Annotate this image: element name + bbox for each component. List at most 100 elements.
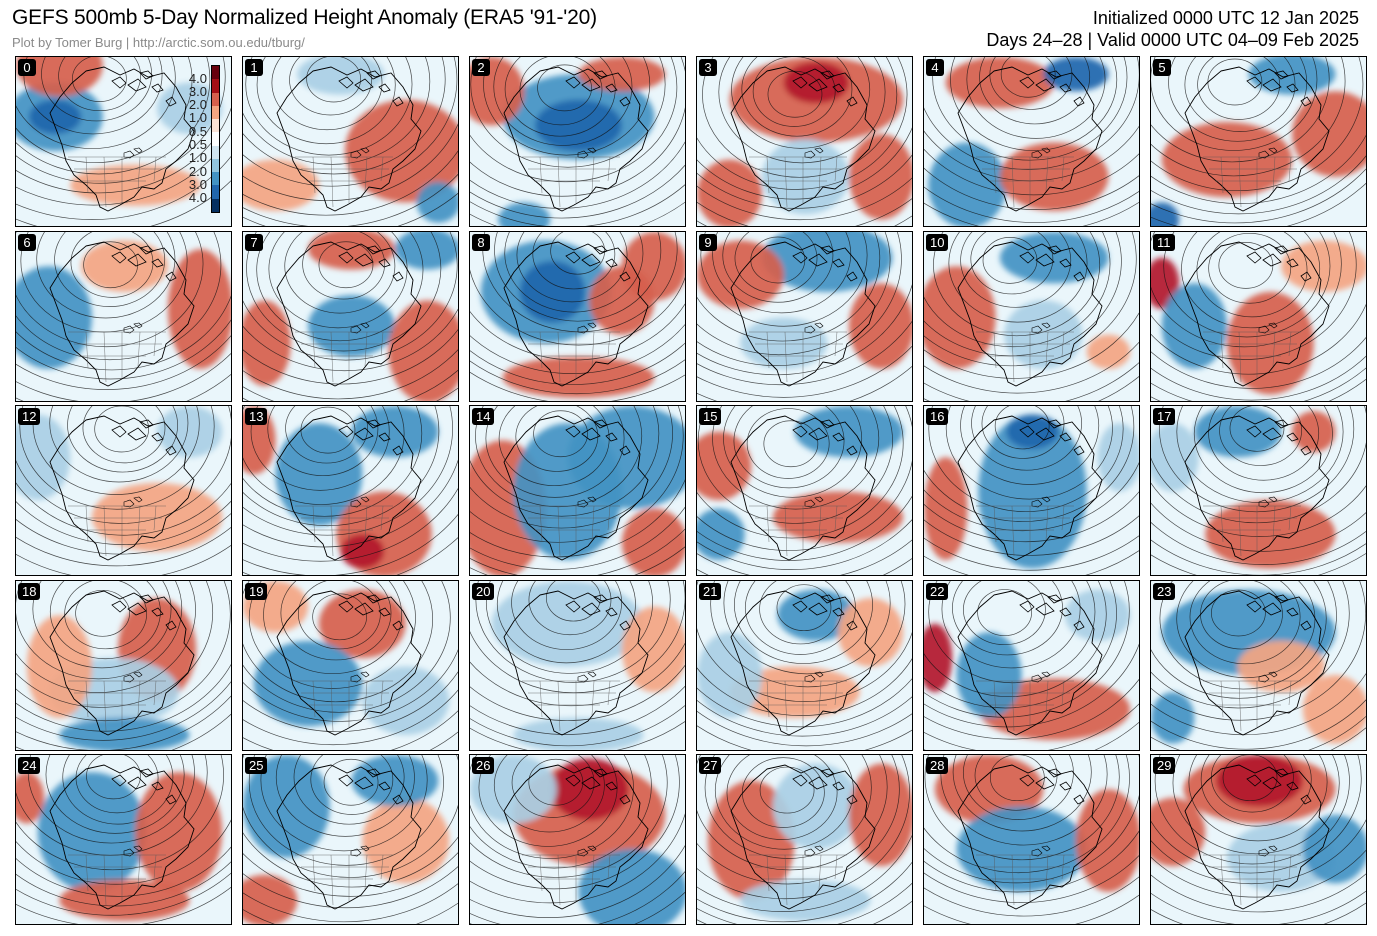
state-borders bbox=[295, 156, 393, 208]
coastline bbox=[503, 415, 649, 561]
height-contours bbox=[16, 231, 231, 401]
anomaly-region bbox=[697, 240, 784, 309]
state-borders bbox=[295, 680, 393, 731]
member-label: 15 bbox=[699, 408, 722, 425]
anomaly-map-11 bbox=[1151, 231, 1366, 401]
state-borders bbox=[68, 505, 166, 557]
colorbar-tick-label: 1.0 bbox=[188, 110, 207, 126]
member-label: 24 bbox=[18, 757, 41, 774]
member-label: 29 bbox=[1153, 757, 1176, 774]
anomaly-region bbox=[697, 159, 763, 226]
anomaly-map-13 bbox=[243, 406, 458, 575]
anomaly-region bbox=[578, 57, 666, 92]
anomaly-region bbox=[59, 717, 190, 750]
member-label: 10 bbox=[926, 233, 949, 251]
state-borders bbox=[522, 680, 620, 731]
anomaly-region bbox=[772, 763, 860, 850]
state-borders bbox=[976, 156, 1074, 208]
anomaly-map-21 bbox=[697, 580, 912, 750]
anomaly-map-1 bbox=[243, 57, 458, 226]
ensemble-member-panel-27: 27 bbox=[696, 754, 913, 925]
anomaly-region bbox=[1302, 814, 1366, 884]
height-contours bbox=[470, 231, 685, 401]
ensemble-member-panel-6: 6 bbox=[15, 230, 232, 402]
member-label: 4 bbox=[926, 59, 944, 76]
member-label: 7 bbox=[245, 233, 263, 251]
coastline bbox=[957, 66, 1103, 212]
ensemble-member-panel-5: 5 bbox=[1150, 56, 1367, 227]
ensemble-member-panel-24: 24 bbox=[15, 754, 232, 925]
anomaly-region bbox=[550, 758, 629, 820]
anomaly-region bbox=[498, 202, 551, 226]
height-contours bbox=[697, 755, 912, 924]
state-borders bbox=[1203, 331, 1301, 382]
state-borders bbox=[68, 680, 166, 731]
height-contours bbox=[243, 231, 458, 401]
anomaly-region bbox=[1161, 282, 1227, 369]
colorbar-tick-label: 1.0 bbox=[188, 150, 207, 166]
coastline bbox=[1184, 241, 1330, 387]
anomaly-map-19 bbox=[243, 580, 458, 750]
ensemble-member-panel-23: 23 bbox=[1150, 579, 1367, 751]
member-label: 13 bbox=[245, 408, 268, 425]
member-label: 11 bbox=[1153, 233, 1175, 251]
height-contours bbox=[243, 755, 458, 924]
anomaly-region bbox=[340, 534, 385, 569]
ensemble-member-panel-7: 7 bbox=[242, 230, 459, 402]
member-label: 19 bbox=[245, 582, 268, 600]
ensemble-member-panel-29: 29 bbox=[1150, 754, 1367, 925]
anomaly-map-15 bbox=[697, 406, 912, 575]
coastline bbox=[49, 590, 195, 736]
anomaly-map-4 bbox=[924, 57, 1139, 226]
anomaly-region bbox=[308, 294, 395, 357]
ensemble-member-panel-28: 28 bbox=[923, 754, 1140, 925]
anomaly-region bbox=[1151, 797, 1206, 867]
ensemble-member-panel-4: 4 bbox=[923, 56, 1140, 227]
member-label: 5 bbox=[1153, 59, 1171, 76]
anomaly-region bbox=[621, 231, 685, 300]
anomaly-region bbox=[707, 780, 795, 901]
height-contours bbox=[243, 57, 458, 226]
height-contours bbox=[1151, 755, 1366, 924]
state-borders bbox=[522, 854, 620, 906]
height-contours bbox=[1151, 406, 1366, 575]
height-contours bbox=[697, 580, 912, 750]
anomaly-map-2 bbox=[470, 57, 685, 226]
anomaly-region bbox=[1065, 589, 1131, 641]
anomaly-region bbox=[1237, 640, 1325, 692]
colorbar-tick-label: 3.0 bbox=[188, 176, 207, 192]
coastline bbox=[49, 66, 195, 212]
member-label: 1 bbox=[245, 59, 263, 76]
anomaly-region bbox=[1226, 291, 1314, 394]
ensemble-member-panel-19: 19 bbox=[242, 579, 459, 751]
anomaly-region bbox=[167, 248, 231, 369]
anomaly-region bbox=[275, 423, 363, 526]
anomaly-region bbox=[345, 99, 458, 203]
state-borders bbox=[749, 680, 847, 731]
anomaly-map-16 bbox=[924, 406, 1139, 575]
anomaly-region bbox=[934, 755, 1044, 824]
anomaly-region bbox=[308, 231, 395, 270]
state-borders bbox=[1203, 680, 1301, 731]
anomaly-region bbox=[1248, 57, 1336, 95]
height-contours bbox=[470, 57, 685, 226]
member-label: 17 bbox=[1153, 408, 1176, 425]
valid-period: Days 24–28 | Valid 0000 UTC 04–09 Feb 20… bbox=[986, 30, 1359, 50]
anomaly-region bbox=[362, 666, 450, 735]
coastline bbox=[1184, 764, 1330, 910]
member-label: 6 bbox=[18, 233, 36, 251]
height-contours bbox=[697, 406, 912, 575]
height-contours bbox=[243, 580, 458, 750]
height-contours bbox=[16, 57, 231, 226]
member-label: 23 bbox=[1153, 582, 1176, 600]
colorbar-tick-label: 2.0 bbox=[188, 163, 207, 179]
coastline bbox=[276, 590, 422, 736]
state-borders bbox=[68, 854, 166, 906]
height-contours bbox=[16, 755, 231, 924]
anomaly-map-22 bbox=[924, 580, 1139, 750]
anomaly-region bbox=[535, 99, 622, 152]
anomaly-region bbox=[945, 57, 1055, 109]
coastline bbox=[1184, 415, 1330, 561]
anomaly-map-14 bbox=[470, 406, 685, 575]
colorbar-tick-label: 3.0 bbox=[188, 83, 207, 99]
